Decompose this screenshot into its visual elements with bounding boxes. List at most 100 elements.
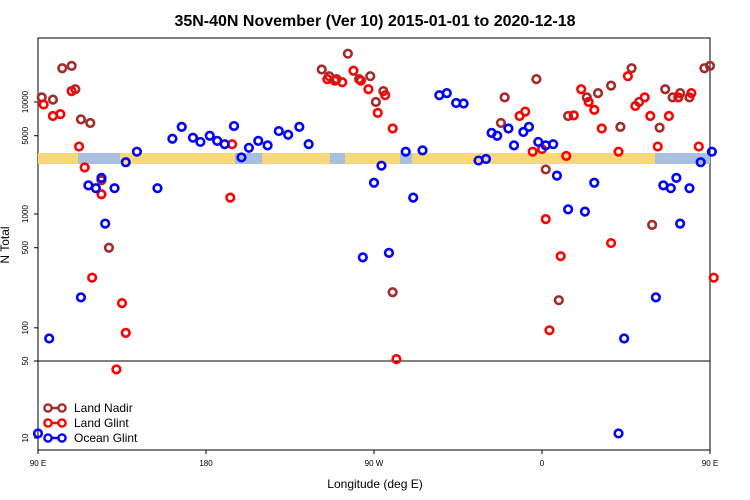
data-point bbox=[75, 114, 87, 125]
data-point bbox=[596, 123, 607, 134]
data-point bbox=[667, 92, 678, 103]
data-point bbox=[66, 86, 77, 97]
data-point bbox=[548, 139, 559, 150]
series-ocean-glint bbox=[32, 88, 717, 439]
data-point bbox=[47, 94, 59, 105]
data-point bbox=[708, 272, 719, 283]
data-point bbox=[561, 150, 572, 162]
data-point bbox=[458, 98, 469, 109]
data-point bbox=[508, 140, 520, 151]
data-point bbox=[686, 88, 697, 99]
data-point bbox=[85, 117, 96, 129]
land-band-segment bbox=[38, 153, 78, 164]
data-point bbox=[253, 135, 264, 146]
land-ocean-band bbox=[38, 153, 710, 164]
data-point bbox=[520, 106, 531, 117]
data-point bbox=[645, 110, 656, 122]
data-point bbox=[563, 204, 574, 215]
data-point bbox=[480, 153, 492, 165]
data-point bbox=[630, 100, 641, 112]
data-point bbox=[551, 170, 563, 181]
data-point bbox=[417, 145, 428, 156]
data-point bbox=[579, 206, 591, 217]
legend-label: Land Nadir bbox=[74, 401, 133, 415]
data-point bbox=[109, 183, 120, 194]
x-tick-label: 90 E bbox=[702, 459, 718, 468]
data-point bbox=[342, 48, 353, 59]
legend-label: Land Glint bbox=[74, 416, 129, 430]
data-point bbox=[665, 183, 676, 194]
data-point bbox=[626, 63, 637, 74]
data-point bbox=[365, 71, 376, 82]
data-point bbox=[225, 192, 236, 203]
data-point bbox=[592, 88, 604, 99]
data-point bbox=[283, 129, 294, 140]
data-point bbox=[400, 146, 411, 157]
data-point bbox=[589, 104, 600, 116]
data-point bbox=[492, 130, 503, 141]
data-point bbox=[706, 146, 717, 157]
data-point bbox=[116, 298, 128, 309]
legend-marker bbox=[43, 433, 53, 443]
data-point bbox=[44, 333, 55, 344]
y-axis: 10 50 100 500 1000 5000 10000 bbox=[21, 90, 38, 442]
data-point bbox=[503, 123, 514, 134]
data-point bbox=[615, 121, 626, 132]
data-point bbox=[316, 64, 327, 75]
data-point bbox=[563, 110, 574, 122]
land-band-segment bbox=[345, 153, 400, 164]
data-point bbox=[704, 60, 716, 72]
data-point bbox=[695, 157, 706, 168]
legend-marker bbox=[43, 403, 53, 413]
data-point bbox=[518, 126, 529, 138]
data-points bbox=[32, 48, 719, 439]
data-point bbox=[387, 123, 398, 134]
data-point bbox=[652, 141, 663, 152]
legend-marker bbox=[57, 403, 67, 413]
data-point bbox=[195, 136, 206, 148]
land-band-segment bbox=[262, 153, 330, 164]
data-point bbox=[38, 99, 49, 110]
data-point bbox=[131, 146, 143, 157]
data-point bbox=[531, 74, 542, 85]
data-point bbox=[605, 237, 617, 249]
data-point bbox=[73, 141, 85, 152]
y-tick-label: 1000 bbox=[21, 205, 30, 223]
data-point bbox=[523, 121, 535, 132]
data-point bbox=[303, 139, 314, 150]
data-point bbox=[376, 160, 387, 171]
y-tick-label: 100 bbox=[21, 321, 30, 335]
data-point bbox=[96, 189, 107, 200]
y-tick-label: 500 bbox=[21, 240, 30, 254]
data-point bbox=[187, 132, 199, 143]
data-point bbox=[75, 292, 87, 303]
data-point bbox=[204, 130, 215, 141]
data-point bbox=[391, 354, 402, 365]
data-point bbox=[684, 183, 695, 194]
data-point bbox=[441, 88, 452, 99]
land-band-segment bbox=[412, 153, 655, 164]
data-point bbox=[527, 146, 538, 157]
x-axis: 90 E 180 90 W 0 90 E bbox=[30, 450, 718, 468]
data-point bbox=[650, 292, 661, 303]
data-point bbox=[120, 157, 131, 168]
data-point bbox=[555, 251, 566, 262]
x-tick-label: 90 E bbox=[30, 459, 46, 468]
data-point bbox=[654, 122, 665, 133]
data-point bbox=[663, 110, 675, 122]
data-point bbox=[243, 142, 255, 153]
legend-label: Ocean Glint bbox=[74, 431, 138, 445]
data-point bbox=[79, 162, 90, 173]
data-point bbox=[671, 172, 682, 184]
data-point bbox=[87, 272, 98, 283]
data-point bbox=[605, 80, 617, 91]
data-point bbox=[576, 84, 587, 95]
data-point bbox=[660, 84, 671, 95]
data-point bbox=[370, 96, 381, 108]
data-point bbox=[495, 117, 507, 129]
x-tick-label: 180 bbox=[199, 459, 213, 468]
data-point bbox=[66, 60, 77, 72]
data-point bbox=[613, 146, 624, 157]
data-point bbox=[499, 92, 510, 103]
data-point bbox=[236, 152, 247, 163]
